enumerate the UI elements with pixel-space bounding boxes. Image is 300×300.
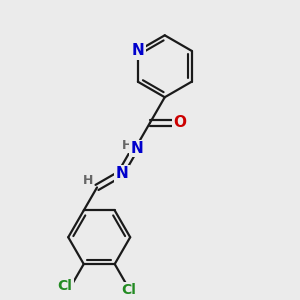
Text: H: H <box>122 140 132 152</box>
Text: N: N <box>116 167 128 182</box>
Text: Cl: Cl <box>58 280 73 293</box>
Text: O: O <box>173 115 186 130</box>
Text: Cl: Cl <box>121 283 136 297</box>
Text: H: H <box>83 174 93 188</box>
Text: N: N <box>132 43 144 58</box>
Text: N: N <box>130 141 143 156</box>
